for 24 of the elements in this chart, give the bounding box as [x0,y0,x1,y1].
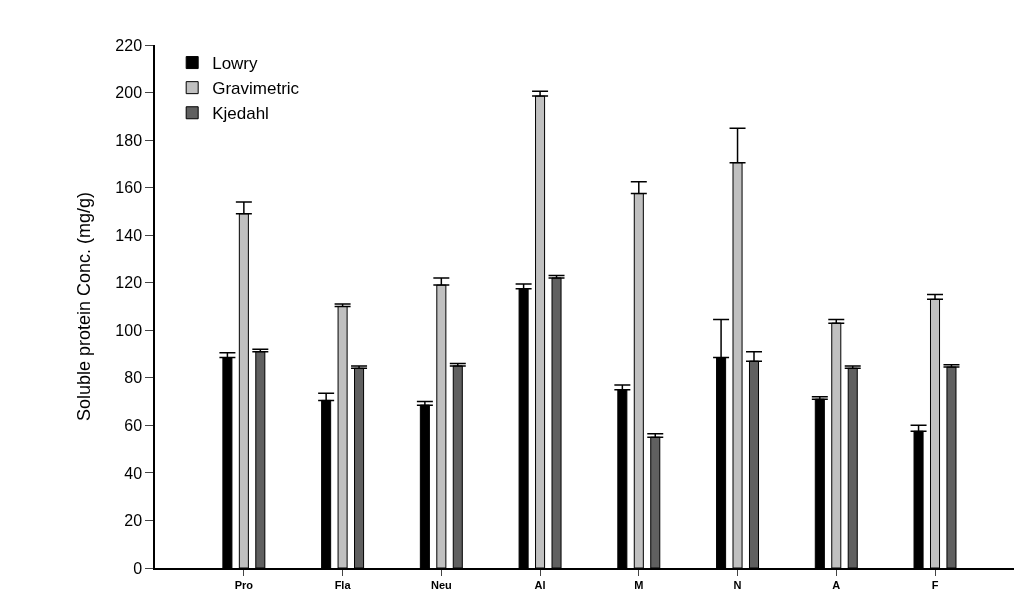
legend-label: Kjedahl [212,104,269,124]
y-tick-label: 20 [124,512,143,530]
y-tick-label: 180 [115,131,143,149]
x-tick-label: F [931,578,939,591]
y-tick-label: 200 [115,84,143,102]
x-tick-label: Al [534,578,546,591]
legend-label: Lowry [212,54,259,74]
legend-label: Gravimetric [212,79,300,99]
x-tick-label: Neu [430,578,452,591]
y-tick-label: 100 [115,321,143,339]
x-tick-label: N [733,578,742,591]
x-tick-label: Fla [334,578,352,591]
y-tick-label: 60 [124,416,143,434]
y-axis-title: Soluble protein Conc. (mg/g) [74,191,95,422]
y-tick-label: 160 [115,179,143,197]
y-tick-label: 120 [115,274,143,292]
y-tick-label: 140 [115,226,143,244]
x-tick-label: A [832,578,841,591]
x-tick-label: Pro [234,578,254,591]
y-tick-label: 220 [115,36,143,54]
x-tick-label: M [634,578,644,591]
y-tick-label: 0 [133,559,143,577]
y-tick-label: 40 [124,464,143,482]
y-tick-label: 80 [124,369,143,387]
